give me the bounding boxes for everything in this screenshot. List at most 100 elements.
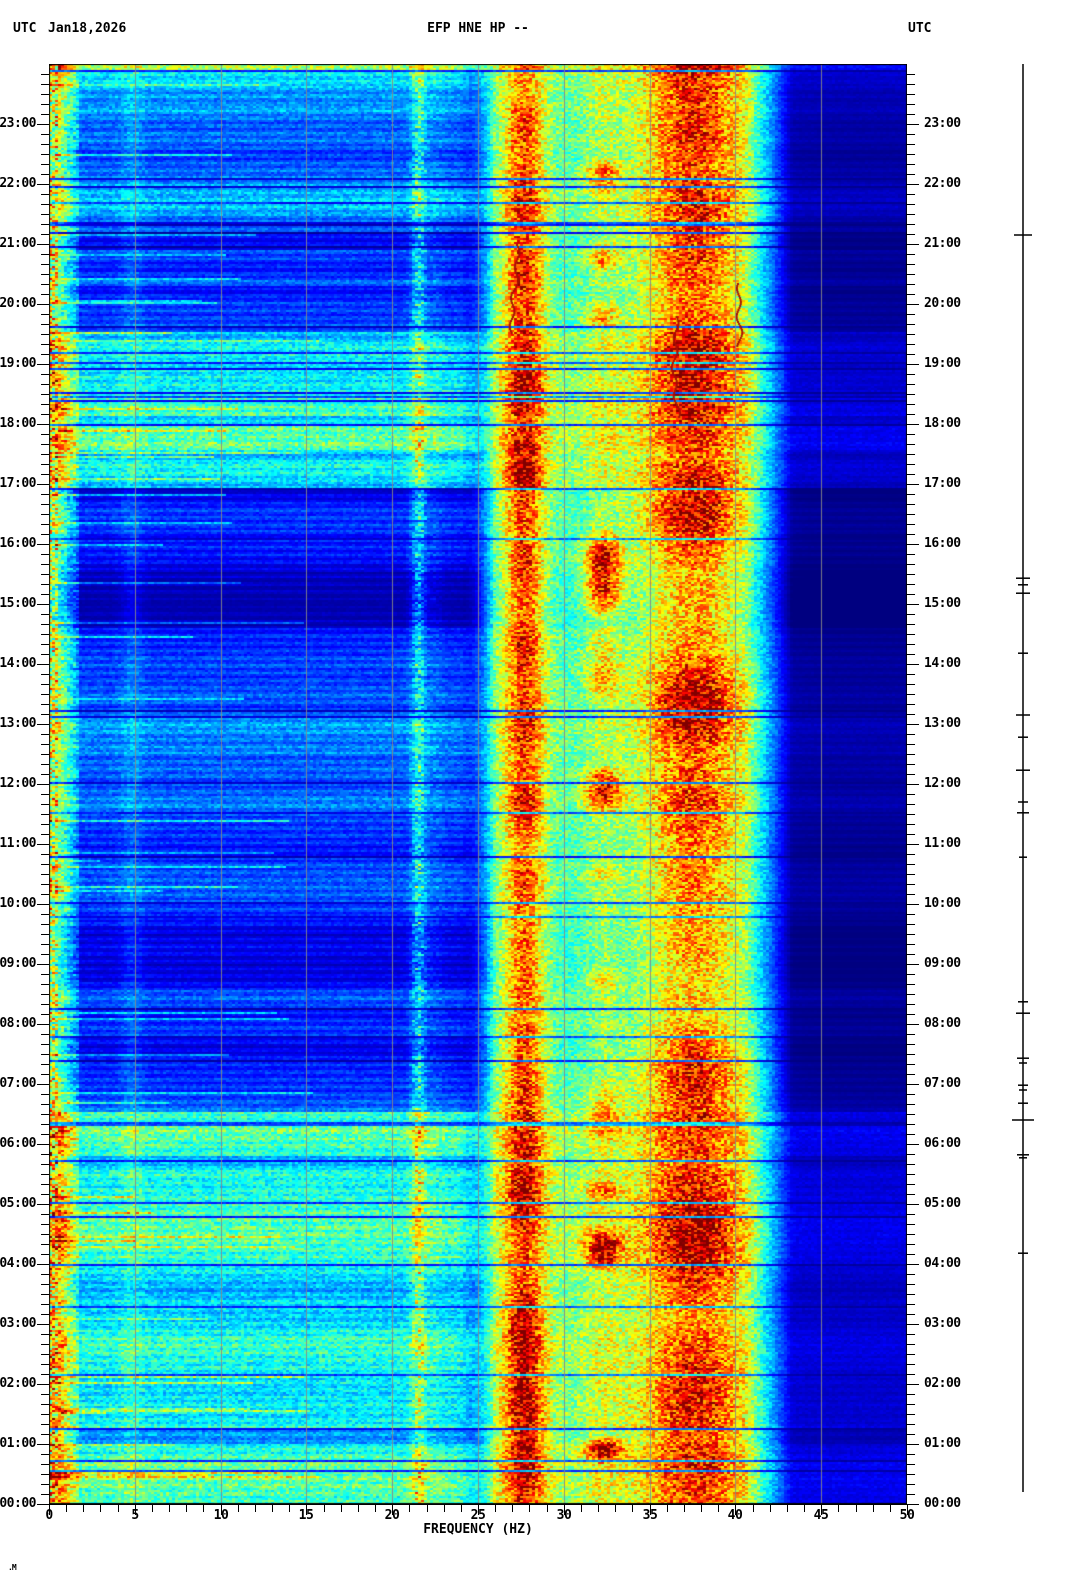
time-tick-right (907, 1364, 915, 1365)
time-tick-right (907, 324, 915, 325)
time-tick-left (41, 234, 49, 235)
time-tick-right (907, 594, 915, 595)
time-tick-right (907, 644, 915, 645)
time-tick-left (41, 1434, 49, 1435)
freq-tick (221, 1504, 222, 1515)
time-tick-left (37, 304, 49, 305)
time-tick-left (37, 424, 49, 425)
time-tick-right (907, 1224, 915, 1225)
freq-tick (890, 1504, 891, 1512)
time-tick-left (37, 1504, 49, 1505)
time-tick-left (41, 674, 49, 675)
time-tick-left (41, 144, 49, 145)
time-tick-right (907, 1394, 915, 1395)
time-tick-left (37, 1324, 49, 1325)
time-tick-left (41, 134, 49, 135)
time-tick-right (907, 484, 919, 485)
freq-tick-label: 45 (813, 1508, 829, 1523)
time-tick-left (41, 514, 49, 515)
time-tick-right (907, 154, 915, 155)
time-tick-left (41, 774, 49, 775)
freq-tick (547, 1504, 548, 1512)
time-tick-left (37, 1144, 49, 1145)
time-tick-left (41, 174, 49, 175)
time-tick-left (41, 1344, 49, 1345)
time-tick-label-left: 01:00 (0, 1436, 37, 1451)
time-tick-left (41, 704, 49, 705)
time-tick-right (907, 1284, 915, 1285)
time-tick-label-right: 21:00 (924, 236, 961, 251)
freq-tick (358, 1504, 359, 1512)
time-tick-right (907, 804, 915, 805)
time-tick-right (907, 1154, 915, 1155)
time-tick-left (37, 1444, 49, 1445)
time-tick-left (41, 204, 49, 205)
time-tick-left (41, 1464, 49, 1465)
time-tick-label-left: 04:00 (0, 1256, 37, 1271)
time-tick-right (907, 754, 915, 755)
time-tick-left (41, 1494, 49, 1495)
time-tick-right (907, 364, 919, 365)
time-tick-left (41, 764, 49, 765)
time-tick-left (41, 634, 49, 635)
freq-tick (735, 1504, 736, 1515)
time-tick-right (907, 904, 919, 905)
time-tick-left (41, 1194, 49, 1195)
time-tick-right (907, 664, 919, 665)
time-tick-label-right: 07:00 (924, 1076, 961, 1091)
time-tick-label-right: 11:00 (924, 836, 961, 851)
time-tick-right (907, 584, 915, 585)
time-tick-right (907, 344, 915, 345)
time-tick-left (41, 1474, 49, 1475)
time-tick-left (41, 944, 49, 945)
time-tick-right (907, 914, 915, 915)
time-tick-left (41, 864, 49, 865)
time-tick-right (907, 554, 915, 555)
time-tick-right (907, 254, 915, 255)
time-tick-right (907, 894, 915, 895)
time-tick-right (907, 744, 915, 745)
time-tick-label-left: 02:00 (0, 1376, 37, 1391)
time-tick-right (907, 1294, 915, 1295)
time-tick-left (37, 1084, 49, 1085)
freq-tick-label: 25 (470, 1508, 486, 1523)
time-tick-label-right: 12:00 (924, 776, 961, 791)
time-tick-right (907, 174, 915, 175)
time-tick-right (907, 1144, 919, 1145)
time-tick-left (41, 684, 49, 685)
time-tick-left (41, 984, 49, 985)
time-tick-right (907, 864, 915, 865)
time-tick-right (907, 264, 915, 265)
time-tick-right (907, 1344, 915, 1345)
freq-tick (873, 1504, 874, 1512)
time-tick-left (41, 94, 49, 95)
time-tick-right (907, 1474, 915, 1475)
time-tick-left (41, 314, 49, 315)
time-tick-right (907, 784, 919, 785)
freq-tick (770, 1504, 771, 1512)
time-tick-left (37, 904, 49, 905)
time-tick-label-left: 11:00 (0, 836, 37, 851)
time-tick-right (907, 504, 915, 505)
time-tick-left (41, 1304, 49, 1305)
time-tick-right (907, 944, 915, 945)
time-tick-label-right: 03:00 (924, 1316, 961, 1331)
freq-tick-label: 15 (298, 1508, 314, 1523)
time-tick-left (41, 1274, 49, 1275)
time-tick-left (41, 1414, 49, 1415)
time-tick-right (907, 564, 915, 565)
freq-tick (289, 1504, 290, 1512)
time-tick-left (41, 934, 49, 935)
time-tick-left (37, 184, 49, 185)
utc-label-left: UTC (13, 21, 37, 36)
time-tick-right (907, 434, 915, 435)
time-tick-right (907, 84, 915, 85)
time-tick-right (907, 384, 915, 385)
time-tick-label-left: 22:00 (0, 176, 37, 191)
freq-tick (272, 1504, 273, 1512)
time-tick-right (907, 1014, 915, 1015)
time-tick-label-left: 10:00 (0, 896, 37, 911)
time-tick-right (907, 884, 915, 885)
time-tick-left (41, 1134, 49, 1135)
time-tick-left (41, 284, 49, 285)
